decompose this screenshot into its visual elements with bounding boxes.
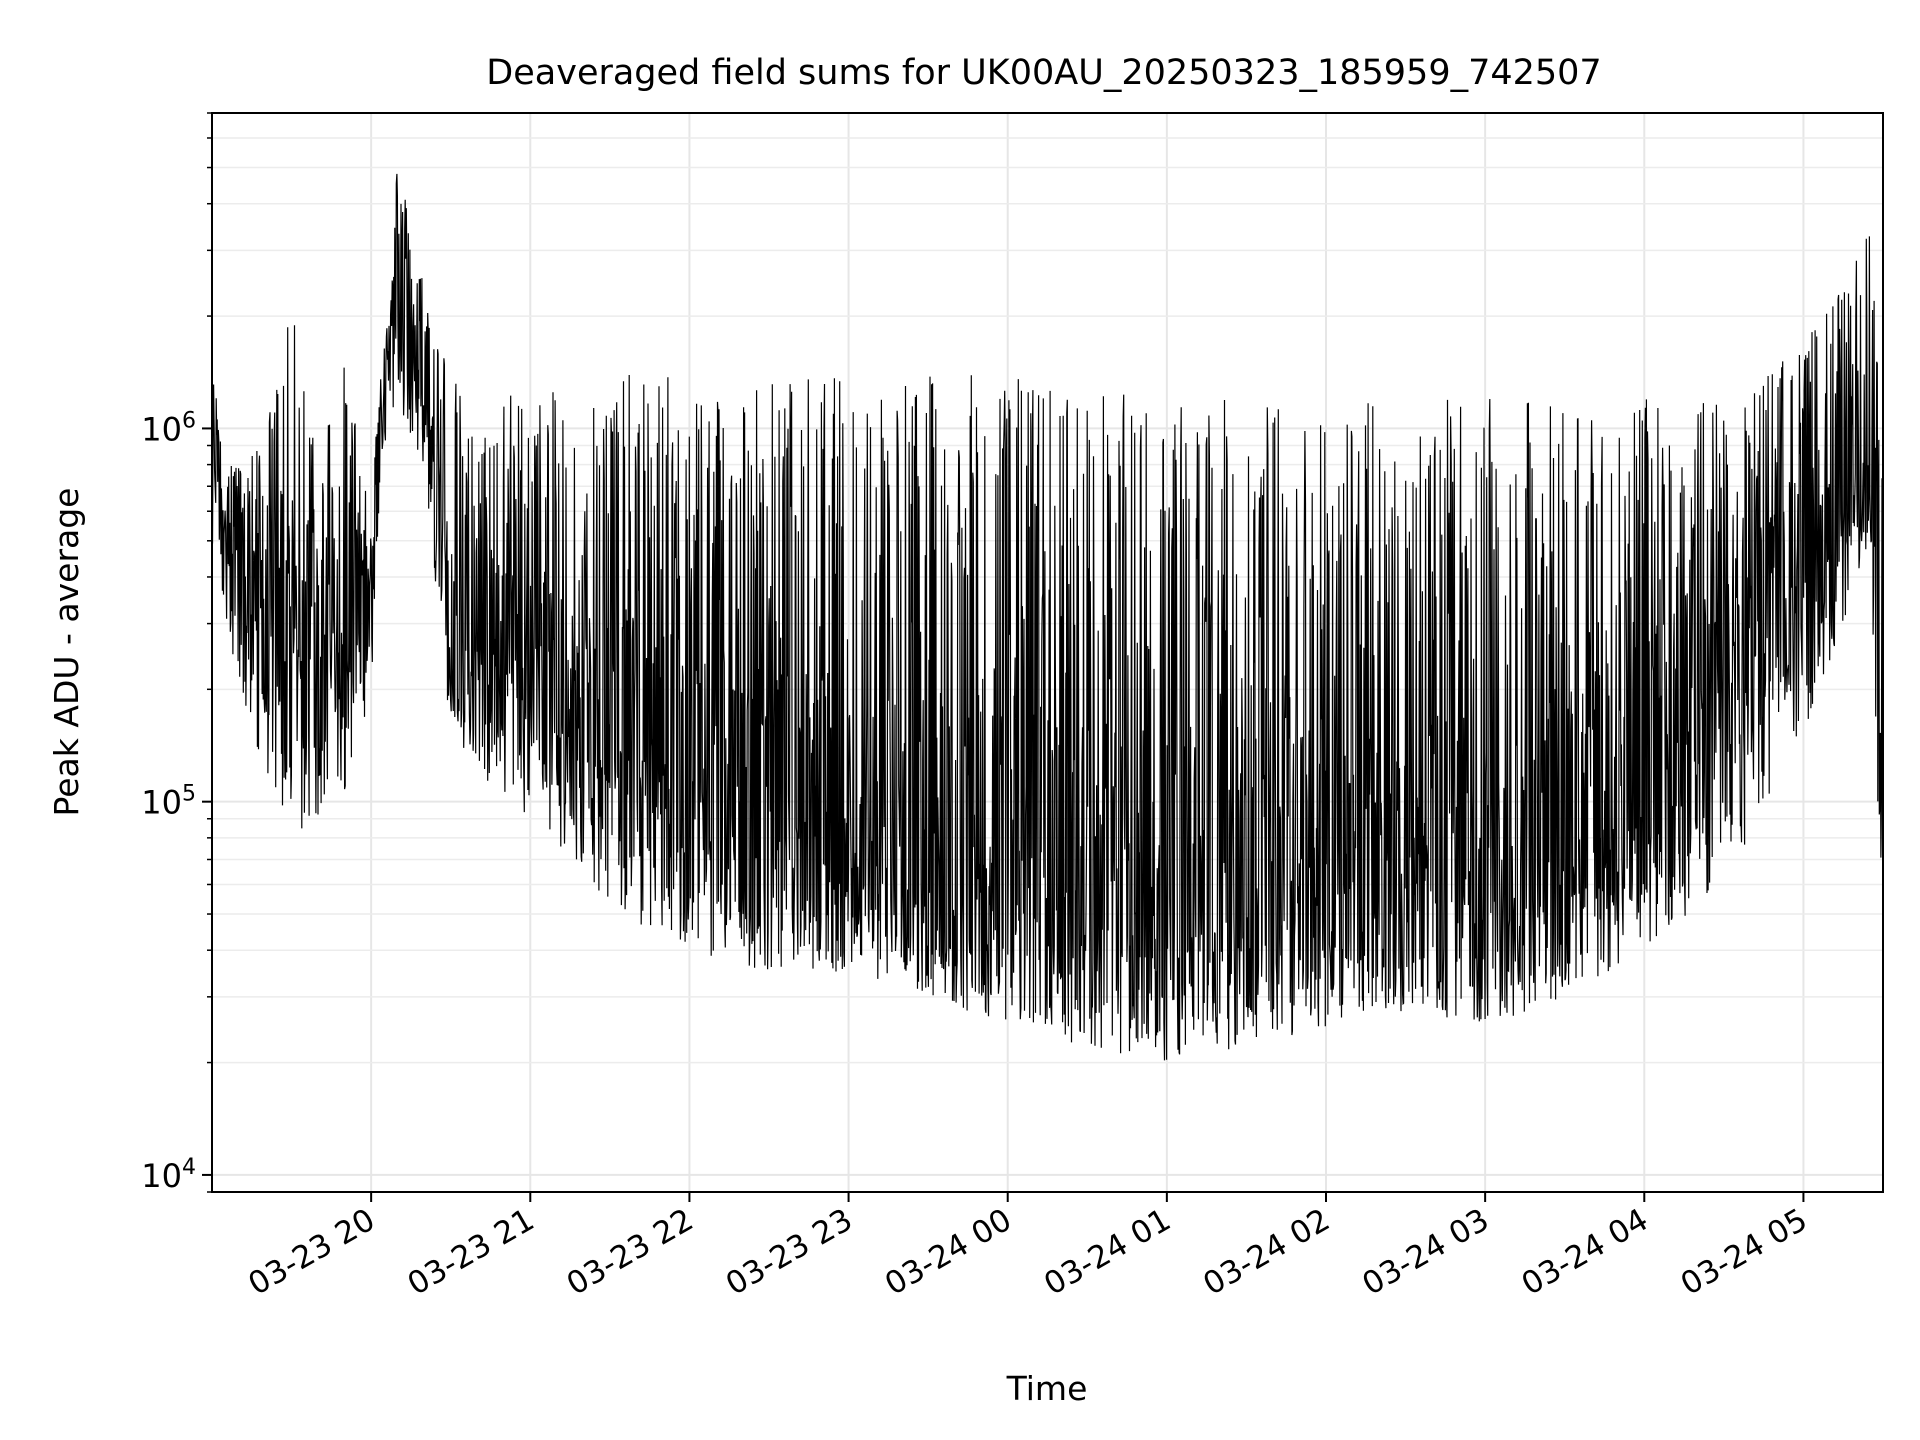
plot-area-frame (211, 112, 1884, 1193)
y-tick-label: 105 (141, 782, 196, 822)
y-axis: 104 105 106 (141, 112, 212, 1195)
y-tick-label: 106 (141, 408, 196, 448)
data-series-group (211, 173, 1884, 1061)
chart-title: Deaveraged field sums for UK00AU_2025032… (486, 53, 1601, 93)
y-axis-label: Peak ADU - average (47, 488, 86, 817)
data-series-line (211, 173, 1884, 1061)
y-tick-label: 104 (141, 1155, 196, 1195)
x-axis-label: Time (1006, 1369, 1088, 1408)
